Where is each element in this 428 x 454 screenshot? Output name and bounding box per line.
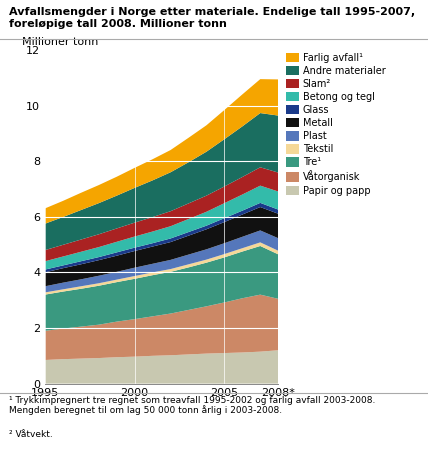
Text: ² Våtvekt.: ² Våtvekt.: [9, 430, 52, 439]
Text: Mengden beregnet til om lag 50 000 tonn årlig i 2003-2008.: Mengden beregnet til om lag 50 000 tonn …: [9, 405, 282, 415]
Text: Avfallsmengder i Norge etter materiale. Endelige tall 1995-2007,: Avfallsmengder i Norge etter materiale. …: [9, 7, 415, 17]
Text: ¹ Trykkimpregnert tre regnet som treavfall 1995-2002 og farlig avfall 2003-2008.: ¹ Trykkimpregnert tre regnet som treavfa…: [9, 396, 375, 405]
Text: Millioner tonn: Millioner tonn: [21, 37, 98, 47]
Text: foreløpige tall 2008. Millioner tonn: foreløpige tall 2008. Millioner tonn: [9, 19, 226, 29]
Legend: Farlig avfall¹, Andre materialer, Slam², Betong og tegl, Glass, Metall, Plast, T: Farlig avfall¹, Andre materialer, Slam²,…: [286, 53, 385, 196]
